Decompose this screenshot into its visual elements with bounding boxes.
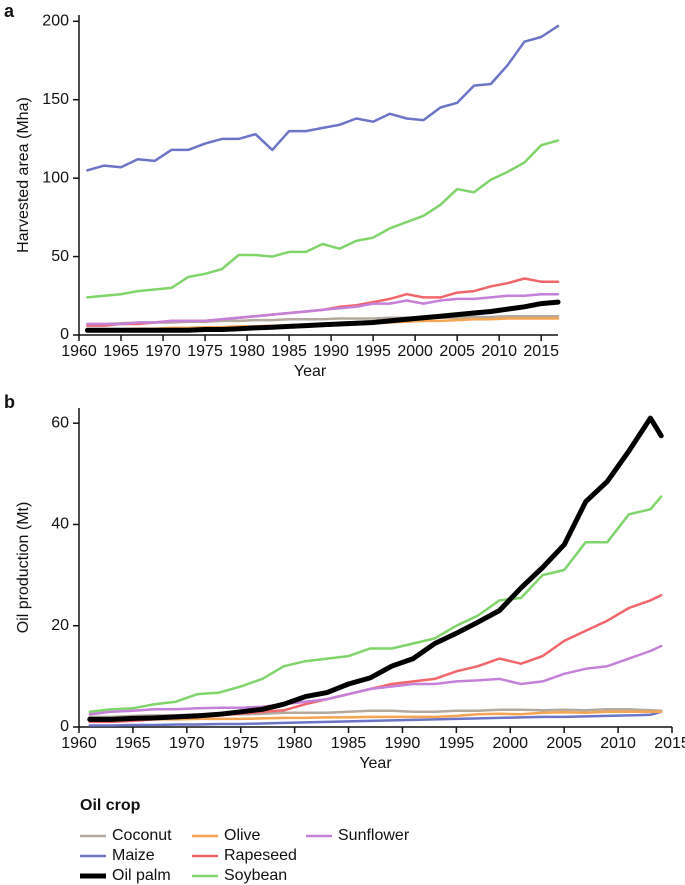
x-tick-label: 2005: [439, 343, 475, 360]
series-line: [88, 644, 663, 716]
series-line: [87, 415, 664, 722]
y-tick-label: 20: [51, 617, 69, 634]
x-tick-label: 2015: [654, 735, 685, 752]
series-line: [84, 299, 561, 333]
x-tick-label: 2000: [397, 343, 433, 360]
y-axis-label: Oil production (Mt): [15, 502, 32, 634]
series-line: [86, 292, 560, 326]
x-tick-label: 1970: [145, 343, 181, 360]
series-line: [88, 710, 663, 721]
y-tick-label: 0: [60, 326, 69, 343]
panel-label: a: [4, 1, 15, 21]
x-tick-label: 2010: [600, 735, 636, 752]
y-tick-label: 40: [51, 516, 69, 533]
x-tick-label: 2005: [546, 735, 582, 752]
x-tick-label: 1980: [229, 343, 265, 360]
x-tick-label: 1985: [331, 735, 367, 752]
x-tick-label: 1975: [187, 343, 223, 360]
x-tick-label: 1990: [385, 735, 421, 752]
panel-label: b: [4, 392, 15, 412]
y-tick-label: 100: [42, 169, 69, 186]
x-axis-label: Year: [359, 755, 392, 772]
series-line: [88, 495, 663, 714]
legend-label: Rapeseed: [224, 847, 297, 864]
legend-label: Coconut: [112, 827, 172, 844]
legend-label: Maize: [112, 847, 155, 864]
x-tick-label: 1965: [103, 343, 139, 360]
y-axis-label: Harvested area (Mha): [15, 97, 32, 253]
series-line: [86, 139, 560, 299]
x-tick-label: 1960: [61, 735, 97, 752]
x-tick-label: 1995: [439, 735, 475, 752]
x-tick-label: 2015: [523, 343, 559, 360]
y-tick-label: 60: [51, 414, 69, 431]
x-tick-label: 1965: [115, 735, 151, 752]
x-tick-label: 1960: [61, 343, 97, 360]
legend-label: Oil palm: [112, 867, 171, 884]
y-tick-label: 50: [51, 248, 69, 265]
y-tick-label: 150: [42, 91, 69, 108]
series-line: [88, 710, 663, 727]
y-tick-label: 0: [60, 718, 69, 735]
legend-title: Oil crop: [80, 797, 141, 814]
x-axis-label: Year: [294, 363, 327, 380]
x-tick-label: 2000: [492, 735, 528, 752]
x-tick-label: 1990: [313, 343, 349, 360]
legend-label: Sunflower: [338, 827, 410, 844]
x-tick-label: 1985: [271, 343, 307, 360]
x-tick-label: 1980: [277, 735, 313, 752]
legend-label: Soybean: [224, 867, 287, 884]
x-tick-label: 1995: [355, 343, 391, 360]
y-tick-label: 200: [42, 12, 69, 29]
x-tick-label: 1970: [169, 735, 205, 752]
x-tick-label: 1975: [223, 735, 259, 752]
legend-label: Olive: [224, 827, 261, 844]
series-line: [86, 24, 560, 172]
x-tick-label: 2010: [481, 343, 517, 360]
